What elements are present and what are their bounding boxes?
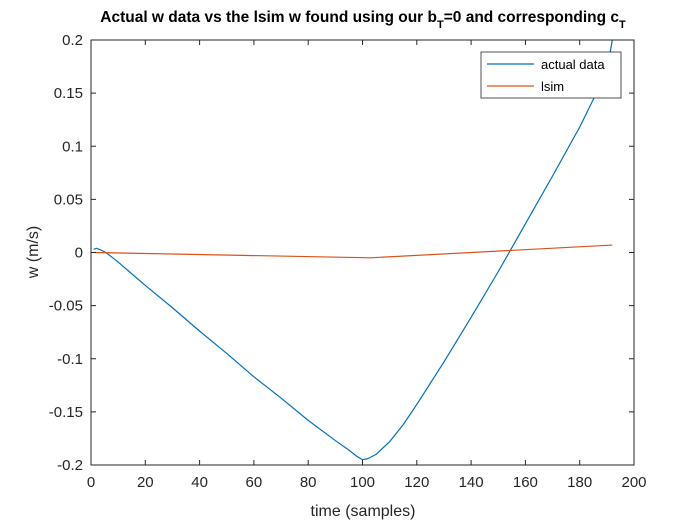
x-tick-label: 100	[350, 474, 375, 491]
title-subscript: T	[619, 19, 626, 31]
y-tick-label: 0	[75, 245, 83, 262]
series-line-lsim	[93, 244, 613, 259]
legend: actual data lsim	[480, 51, 622, 99]
title-segment: Actual w data vs the lsim w found using …	[100, 9, 437, 26]
y-tick-label: -0.2	[57, 457, 83, 474]
y-tick-label: -0.15	[49, 404, 83, 421]
y-tick-label: -0.05	[49, 298, 83, 315]
x-tick-label: 60	[246, 474, 263, 491]
legend-box	[480, 51, 622, 99]
x-tick-label: 180	[567, 474, 592, 491]
x-tick-label: 80	[300, 474, 317, 491]
x-axis-ticks: 0 20 40 60 80 100 120 140 160 180 200	[87, 40, 647, 491]
x-tick-label: 20	[137, 474, 154, 491]
title-segment: =0 and corresponding c	[444, 9, 620, 26]
y-tick-label: -0.1	[57, 351, 83, 368]
plot-area: 0 20 40 60 80 100 120 140 160 180 200 -0.2-0.15-0.…	[49, 32, 647, 491]
legend-entry-label: lsim	[541, 79, 564, 94]
x-tick-label: 200	[621, 474, 646, 491]
y-tick-label: 0.1	[62, 138, 83, 155]
x-tick-label: 0	[87, 474, 95, 491]
x-tick-label: 140	[459, 474, 484, 491]
series-line-actual-data	[93, 39, 613, 461]
y-tick-label: 0.15	[54, 85, 83, 102]
plot-background	[91, 40, 634, 465]
x-tick-label: 40	[191, 474, 208, 491]
series-lines	[93, 39, 613, 461]
chart-title: Actual w data vs the lsim w found using …	[100, 9, 626, 31]
y-tick-label: 0.05	[54, 191, 83, 208]
x-axis-label: time (samples)	[311, 503, 416, 520]
x-tick-label: 160	[513, 474, 538, 491]
y-axis-ticks: -0.2 -0.15 -0.1 -0.05 0 0.05 0.1 0.15 0.2	[49, 32, 634, 474]
legend-entry-label: actual data	[541, 57, 605, 72]
x-tick-label: 120	[404, 474, 429, 491]
title-subscript: T	[437, 19, 444, 31]
y-axis-label: w (m/s)	[25, 226, 42, 279]
y-tick-label: 0.2	[62, 32, 83, 49]
